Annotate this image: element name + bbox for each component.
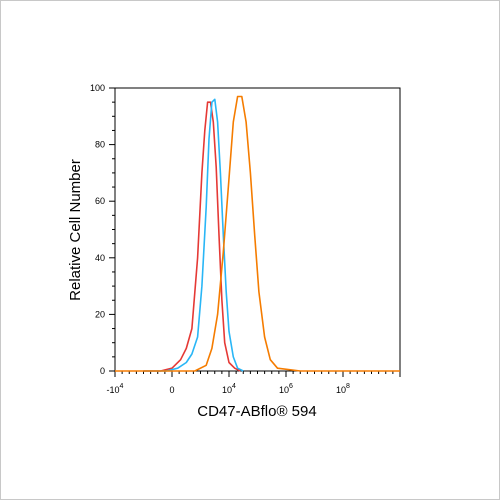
y-tick-label: 40 [95, 253, 105, 263]
y-tick-label: 80 [95, 140, 105, 150]
x-tick-label: 106 [279, 383, 293, 395]
y-tick-label: 100 [90, 83, 105, 93]
plot-area [114, 87, 401, 372]
x-tick-label: 104 [222, 383, 236, 395]
y-axis-label: Relative Cell Number [67, 159, 84, 301]
x-tick-label: 0 [169, 385, 174, 395]
y-tick-label: 20 [95, 309, 105, 319]
y-tick-label: 0 [100, 366, 105, 376]
y-axis: 0 20 40 60 80 100 [90, 83, 115, 376]
series-line-2 [143, 98, 244, 372]
series-layer [115, 95, 400, 372]
x-axis: -104 0 104 106 108 [107, 371, 401, 395]
x-axis-label: CD47-ABflo® 594 [197, 403, 316, 420]
x-tick-label: 108 [336, 383, 350, 395]
x-tick-label: -104 [107, 383, 124, 395]
y-tick-label: 60 [95, 196, 105, 206]
series-line-3 [115, 95, 400, 372]
series-line-1 [143, 101, 241, 372]
